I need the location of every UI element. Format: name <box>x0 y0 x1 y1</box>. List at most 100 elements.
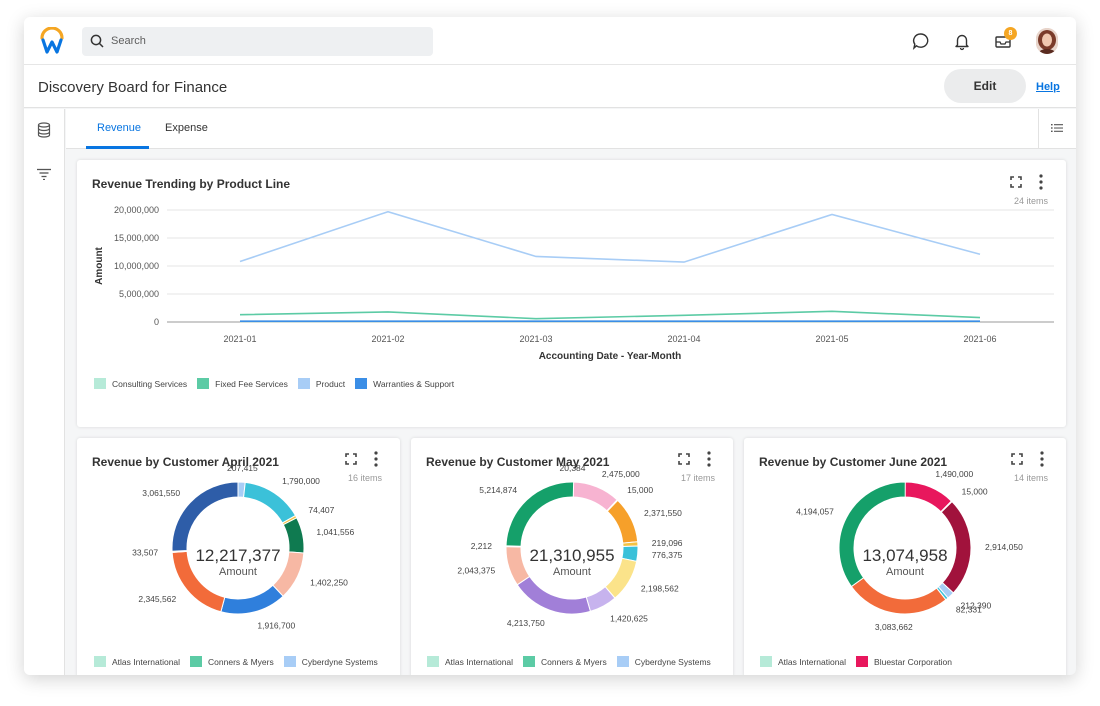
tab-expense[interactable]: Expense <box>165 122 208 134</box>
card-title: Revenue by Customer June 2021 <box>759 455 948 469</box>
legend-swatch <box>94 378 106 389</box>
items-count: 16 items <box>348 473 383 483</box>
legend-swatch <box>427 656 439 667</box>
slice-label: 3,083,662 <box>875 622 913 632</box>
legend-item[interactable]: Fixed Fee Services <box>197 378 288 389</box>
slice-label: 15,000 <box>627 485 653 495</box>
chart-legend: Atlas International Conners & Myers Cyberd… <box>94 656 388 669</box>
donut-slice[interactable] <box>220 584 284 615</box>
more-options-icon[interactable] <box>374 451 378 467</box>
legend-swatch <box>760 656 772 667</box>
avatar-image <box>1036 28 1058 54</box>
legend-item[interactable]: Bluestar Corporation <box>856 656 952 667</box>
slice-label: 4,213,750 <box>507 618 545 628</box>
slice-label: 2,043,375 <box>457 566 495 576</box>
search-placeholder: Search <box>111 35 146 47</box>
donut-slice[interactable] <box>516 575 592 615</box>
series-line[interactable] <box>239 310 981 320</box>
legend-item[interactable]: Consulting Services <box>94 378 187 389</box>
series-line[interactable] <box>239 210 981 263</box>
y-tick-label: 0 <box>154 317 159 327</box>
slice-label: 212,390 <box>961 601 992 611</box>
legend-item[interactable]: Conners & Myers <box>190 656 274 667</box>
x-tick-label: 2021-04 <box>667 334 700 344</box>
slice-label: 2,914,050 <box>985 542 1023 552</box>
revenue-trend-chart: 0 5,000,000 10,000,000 15,000,000 20,000,000… <box>94 205 1054 362</box>
legend-item[interactable]: Warranties & Support <box>355 378 454 389</box>
donut-slice[interactable] <box>606 499 639 544</box>
legend-label: Conners & Myers <box>208 656 274 667</box>
slice-label: 15,000 <box>962 487 988 497</box>
donut-slice[interactable] <box>243 481 297 524</box>
bell-icon[interactable] <box>952 31 972 51</box>
page-header: Discovery Board for Finance Edit Help <box>24 65 1076 108</box>
y-tick-label: 20,000,000 <box>114 205 159 215</box>
legend-swatch <box>297 378 310 389</box>
more-options-icon[interactable] <box>707 451 711 467</box>
expand-icon[interactable] <box>678 453 690 465</box>
legend-label: Consulting Services <box>112 378 188 389</box>
divider <box>1038 109 1039 149</box>
slice-label: 219,096 <box>652 538 683 548</box>
april-card: Revenue by Customer April 2021 16 items … <box>77 438 400 675</box>
items-count: 24 items <box>1014 196 1049 206</box>
tab-bar: Revenue Expense <box>66 109 1076 149</box>
expand-icon[interactable] <box>1010 176 1022 188</box>
legend-item[interactable]: Conners & Myers <box>523 656 607 667</box>
legend-label: Fixed Fee Services <box>215 378 288 389</box>
legend-label: Conners & Myers <box>541 656 607 667</box>
workday-logo[interactable] <box>38 27 66 55</box>
total-label: Amount <box>219 566 257 578</box>
legend-item[interactable]: Atlas International <box>94 656 180 667</box>
chart-legend: Atlas International Conners & Myers Cyberd… <box>427 656 721 669</box>
list-view-icon[interactable] <box>1051 123 1063 133</box>
may-donut-chart: 20,384 2,475,000 15,000 2,371,550 219,096 776… <box>457 463 683 628</box>
inbox-badge: 8 <box>1004 27 1017 40</box>
donut-slice[interactable] <box>850 577 947 615</box>
help-link[interactable]: Help <box>1036 81 1060 93</box>
slice-label: 1,041,556 <box>316 527 354 537</box>
slice-label: 1,490,000 <box>935 469 973 479</box>
chart-legend: Atlas International Bluestar Corporation <box>760 656 962 669</box>
legend-item[interactable]: Atlas International <box>427 656 513 667</box>
legend-label: Atlas International <box>445 656 514 667</box>
donut-slice[interactable] <box>505 481 575 547</box>
tab-revenue[interactable]: Revenue <box>97 122 142 134</box>
active-tab-indicator <box>86 146 149 149</box>
slice-label: 1,916,700 <box>257 621 295 631</box>
search-box[interactable]: Search <box>82 27 433 56</box>
card-title: Revenue by Customer May 2021 <box>426 455 610 469</box>
items-count: 17 items <box>681 473 716 483</box>
donut-total: 12,217,377 Amount <box>178 546 298 578</box>
total-label: Amount <box>553 566 591 578</box>
card-title: Revenue Trending by Product Line <box>92 177 291 191</box>
edit-button[interactable]: Edit <box>944 69 1026 103</box>
donut-slice[interactable] <box>171 481 239 552</box>
filter-icon[interactable] <box>36 168 52 180</box>
legend-item[interactable]: Cyberdyne Systems <box>283 656 378 667</box>
database-icon[interactable] <box>37 122 51 138</box>
donut-slice[interactable] <box>838 481 906 588</box>
page-title: Discovery Board for Finance <box>38 79 228 96</box>
expand-icon[interactable] <box>345 453 357 465</box>
expand-icon[interactable] <box>1011 453 1023 465</box>
may-card: Revenue by Customer May 2021 17 items 20… <box>411 438 733 675</box>
total-value: 12,217,377 <box>195 546 281 565</box>
inbox-icon[interactable] <box>993 31 1013 51</box>
legend-item[interactable]: Product <box>297 378 345 389</box>
y-tick-label: 5,000,000 <box>119 289 159 299</box>
legend-item[interactable]: Cyberdyne Systems <box>616 656 711 667</box>
more-options-icon[interactable] <box>1039 174 1043 190</box>
slice-label: 5,214,874 <box>479 485 517 495</box>
june-card: Revenue by Customer June 2021 14 items 1… <box>744 438 1066 675</box>
legend-item[interactable]: Atlas International <box>760 656 846 667</box>
chat-icon[interactable] <box>911 31 931 51</box>
legend-swatch <box>190 656 203 667</box>
avatar[interactable] <box>1036 28 1058 54</box>
y-tick-label: 10,000,000 <box>114 261 159 271</box>
donut-slice[interactable] <box>904 481 953 513</box>
donut-total: 13,074,958 Amount <box>845 546 965 578</box>
more-options-icon[interactable] <box>1040 451 1044 467</box>
card-title: Revenue by Customer April 2021 <box>92 455 279 469</box>
